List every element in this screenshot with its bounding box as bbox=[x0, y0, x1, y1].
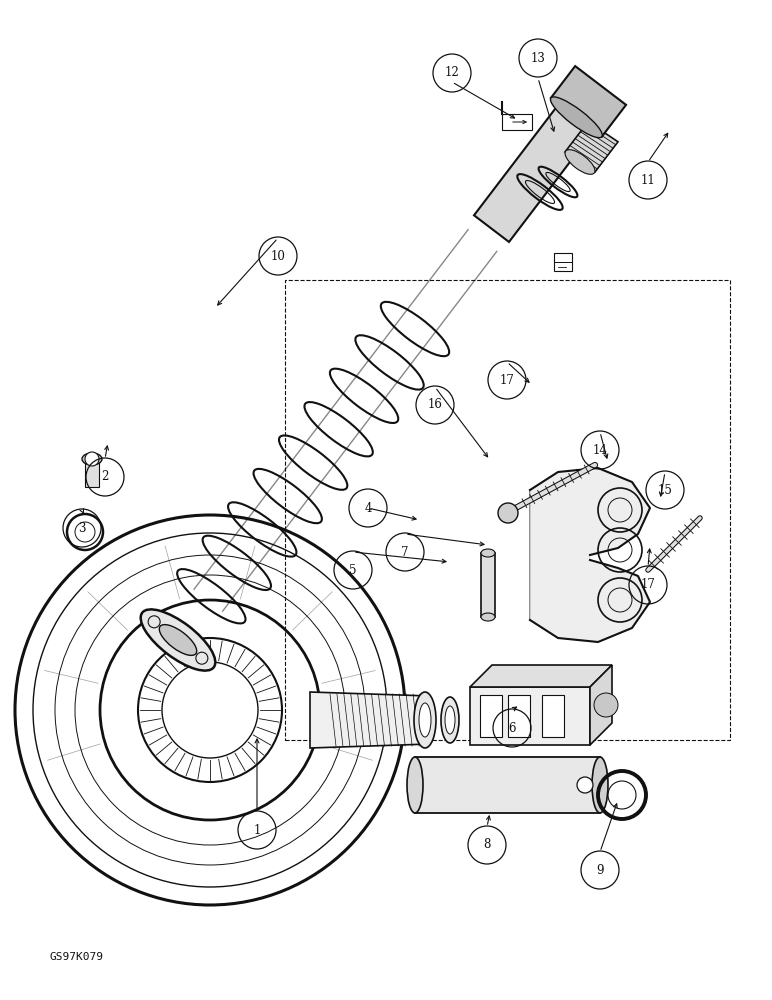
Bar bbox=[554, 253, 572, 271]
Text: 16: 16 bbox=[428, 398, 442, 412]
Polygon shape bbox=[481, 553, 495, 617]
Text: 8: 8 bbox=[483, 838, 491, 852]
Ellipse shape bbox=[419, 703, 431, 737]
Ellipse shape bbox=[481, 613, 495, 621]
Polygon shape bbox=[502, 114, 532, 130]
Circle shape bbox=[85, 452, 99, 466]
Text: GS97K079: GS97K079 bbox=[50, 952, 104, 962]
Text: 17: 17 bbox=[499, 373, 514, 386]
Polygon shape bbox=[508, 695, 530, 737]
Ellipse shape bbox=[414, 692, 436, 748]
Circle shape bbox=[594, 693, 618, 717]
Polygon shape bbox=[542, 695, 564, 737]
Text: 4: 4 bbox=[364, 502, 372, 514]
Polygon shape bbox=[470, 665, 612, 687]
Text: 13: 13 bbox=[530, 51, 546, 64]
Polygon shape bbox=[480, 695, 502, 737]
Ellipse shape bbox=[82, 453, 102, 465]
Ellipse shape bbox=[592, 757, 608, 813]
Text: 7: 7 bbox=[401, 546, 408, 558]
Polygon shape bbox=[415, 757, 600, 813]
Ellipse shape bbox=[441, 697, 459, 743]
Ellipse shape bbox=[141, 609, 215, 671]
Ellipse shape bbox=[407, 757, 423, 813]
Text: 12: 12 bbox=[445, 66, 459, 80]
Polygon shape bbox=[470, 687, 590, 745]
Ellipse shape bbox=[565, 150, 595, 174]
Text: 10: 10 bbox=[270, 249, 286, 262]
Polygon shape bbox=[85, 461, 99, 487]
Text: 15: 15 bbox=[658, 484, 672, 496]
Text: 2: 2 bbox=[101, 471, 109, 484]
Text: 11: 11 bbox=[641, 174, 655, 186]
Circle shape bbox=[498, 503, 518, 523]
Ellipse shape bbox=[445, 706, 455, 734]
Text: 1: 1 bbox=[253, 824, 261, 836]
Ellipse shape bbox=[550, 97, 602, 138]
Polygon shape bbox=[565, 122, 618, 172]
Text: 6: 6 bbox=[508, 722, 516, 734]
Text: 3: 3 bbox=[78, 522, 86, 534]
Polygon shape bbox=[530, 468, 650, 642]
Text: 17: 17 bbox=[641, 578, 655, 591]
Polygon shape bbox=[310, 692, 430, 748]
Ellipse shape bbox=[481, 549, 495, 557]
Polygon shape bbox=[551, 66, 626, 137]
Ellipse shape bbox=[159, 625, 197, 655]
Bar bbox=[285, 280, 730, 740]
Polygon shape bbox=[590, 665, 612, 745]
Polygon shape bbox=[474, 104, 594, 242]
Text: 5: 5 bbox=[349, 564, 357, 576]
Text: 14: 14 bbox=[593, 444, 608, 456]
Circle shape bbox=[577, 777, 593, 793]
Text: 9: 9 bbox=[596, 863, 604, 876]
